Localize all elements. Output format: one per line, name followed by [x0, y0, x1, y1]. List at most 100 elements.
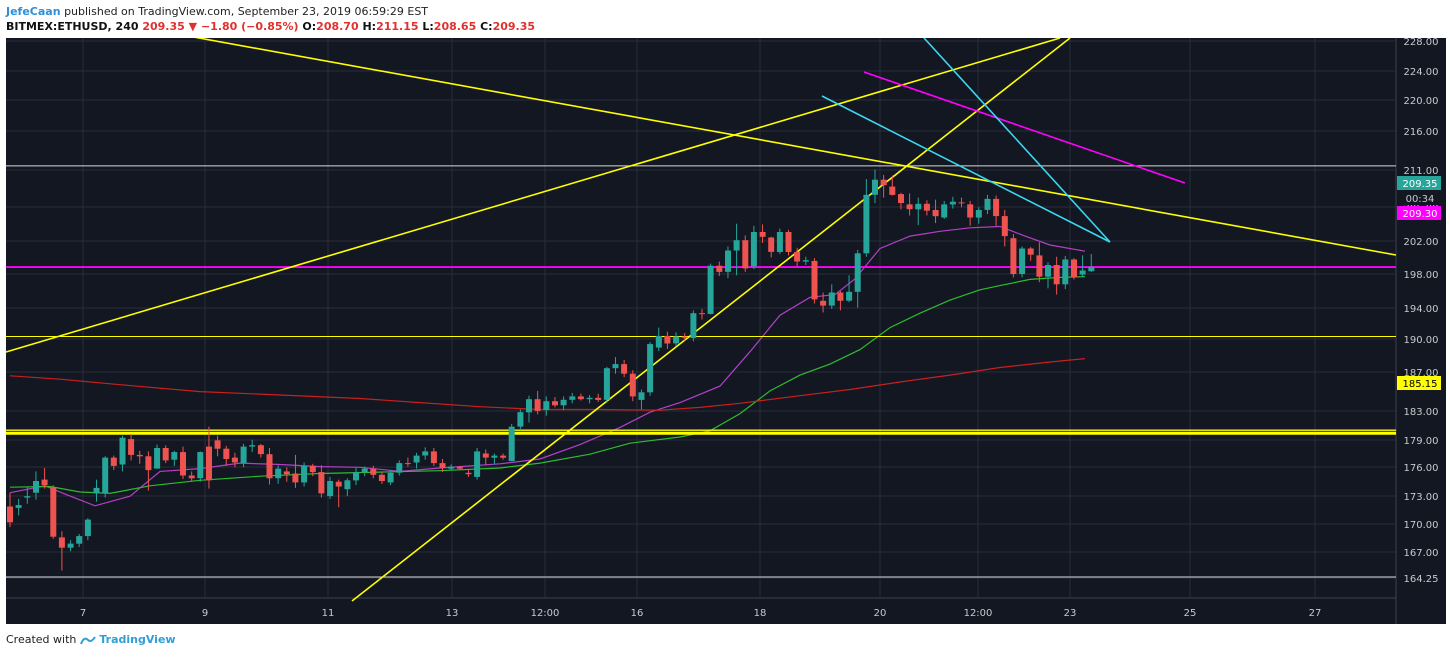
author-link[interactable]: JefeCaan [6, 5, 61, 18]
candle [361, 466, 368, 477]
y-tick-label: 176.00 [1404, 463, 1439, 474]
candle-body [629, 373, 636, 397]
candle-body [802, 260, 809, 262]
open-value: 208.70 [316, 20, 359, 33]
candle-body [119, 437, 126, 465]
candle-body [967, 204, 974, 218]
candle-body [1053, 265, 1060, 285]
high-value: 211.15 [376, 20, 419, 33]
x-tick-label: 25 [1184, 608, 1197, 619]
y-tick-label: 202.00 [1404, 237, 1439, 248]
moving-average-line [9, 276, 1086, 495]
candle-body [647, 344, 654, 393]
last-price: 209.35 [142, 20, 185, 33]
candle [15, 498, 22, 516]
candle-body [898, 194, 904, 203]
created-with-label: Created with [6, 633, 77, 646]
candle [456, 465, 463, 471]
symbol-label[interactable]: BITMEX:ETHUSD, 240 [6, 20, 139, 33]
candle-body [283, 471, 290, 475]
y-tick-label: 183.00 [1404, 407, 1439, 418]
trendline-magenta-resistance[interactable] [863, 71, 1186, 184]
candle [794, 247, 801, 267]
ohlc-line: BITMEX:ETHUSD, 240 209.35 ▼ −1.80 (−0.85… [6, 19, 535, 34]
price-tag-magenta-line [1397, 206, 1441, 220]
plot-area[interactable] [6, 38, 1396, 624]
candle [162, 445, 169, 464]
candle [1062, 256, 1069, 290]
candle-body [906, 204, 913, 210]
candle [906, 193, 913, 216]
candle [941, 201, 948, 219]
candle [733, 223, 740, 276]
candle-body [76, 536, 83, 544]
x-tick-label: 7 [80, 608, 86, 619]
candle-body [171, 452, 178, 460]
tradingview-brand[interactable]: TradingView [80, 633, 176, 646]
down-arrow-icon: ▼ [188, 20, 198, 33]
y-tick-label: 211.00 [1404, 166, 1439, 177]
candle-body [231, 457, 238, 463]
candle-body [1045, 265, 1051, 277]
candle-body [1001, 216, 1008, 237]
x-tick-label: 18 [754, 608, 767, 619]
candles [7, 169, 1095, 571]
candle [482, 449, 489, 465]
y-tick-label: 167.00 [1404, 548, 1439, 559]
candle-body [145, 456, 152, 471]
publish-line: JefeCaan published on TradingView.com, S… [6, 4, 535, 19]
candle-body [785, 232, 792, 252]
candle [915, 197, 922, 226]
candle [1027, 247, 1034, 261]
horizontal-levels [6, 165, 1396, 578]
candle [58, 531, 65, 571]
candle [569, 392, 576, 404]
candle [1036, 242, 1043, 283]
candle [1071, 258, 1077, 280]
trendline-yellow-ascending-support[interactable] [5, 38, 1061, 353]
candle [1019, 246, 1026, 278]
candle-body [655, 335, 662, 348]
tradingview-logo-icon [80, 635, 97, 644]
y-tick-label: 187.00 [1404, 368, 1439, 379]
candle-body [552, 401, 558, 406]
candle [750, 225, 757, 270]
price-axis[interactable] [1396, 38, 1446, 624]
trendline-yellow-steep-ascending[interactable] [351, 38, 1071, 602]
trendline-cyan-upper[interactable] [923, 38, 1111, 243]
y-tick-label: 194.00 [1404, 304, 1439, 315]
price-tag-text-bar-countdown: 00:34 [1406, 194, 1435, 205]
candle [975, 207, 982, 224]
candle-body [949, 201, 956, 205]
candle [638, 389, 645, 410]
candle-body [1079, 270, 1086, 275]
trendline-yellow-long-descending[interactable] [6, 38, 1397, 256]
candle [223, 445, 230, 466]
candle-body [923, 203, 930, 211]
candle-body [413, 455, 420, 463]
candle-body [811, 260, 818, 300]
candle-body [716, 265, 723, 272]
price-chart[interactable]: 228.00224.00220.00216.00211.00206.00202.… [0, 38, 1450, 628]
price-tag-yellow-line [1397, 376, 1441, 390]
candle [422, 447, 429, 460]
y-tick-label: 198.00 [1404, 270, 1439, 281]
candle-body [500, 455, 507, 458]
candle [595, 393, 602, 402]
candle-body [136, 454, 143, 457]
candle [171, 450, 178, 466]
tradingview-label: TradingView [99, 633, 176, 646]
candle [768, 236, 775, 258]
candle-body [214, 440, 221, 449]
candle [318, 465, 325, 498]
candle [759, 224, 766, 243]
candle-body [984, 198, 991, 210]
trendline-cyan-lower[interactable] [821, 95, 1111, 243]
candle-body [863, 194, 870, 254]
candle [439, 459, 446, 473]
candle-body [206, 446, 212, 481]
candle-body [84, 519, 91, 537]
candle [560, 396, 567, 411]
candle [491, 453, 498, 465]
candle-body [128, 439, 135, 455]
